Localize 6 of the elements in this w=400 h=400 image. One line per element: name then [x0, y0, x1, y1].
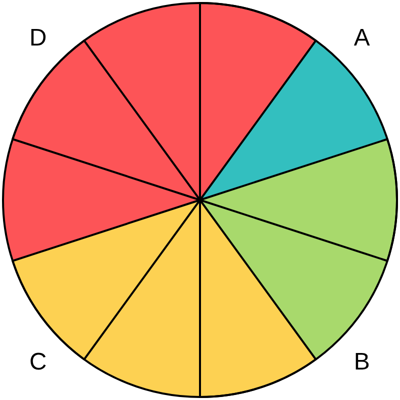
- slice-label: C: [29, 348, 47, 376]
- pie-slice: [3, 3, 316, 261]
- slice-label: B: [354, 348, 370, 376]
- slice-label: D: [29, 24, 47, 52]
- slice-label: A: [354, 24, 370, 52]
- pie-slice: [12, 200, 316, 397]
